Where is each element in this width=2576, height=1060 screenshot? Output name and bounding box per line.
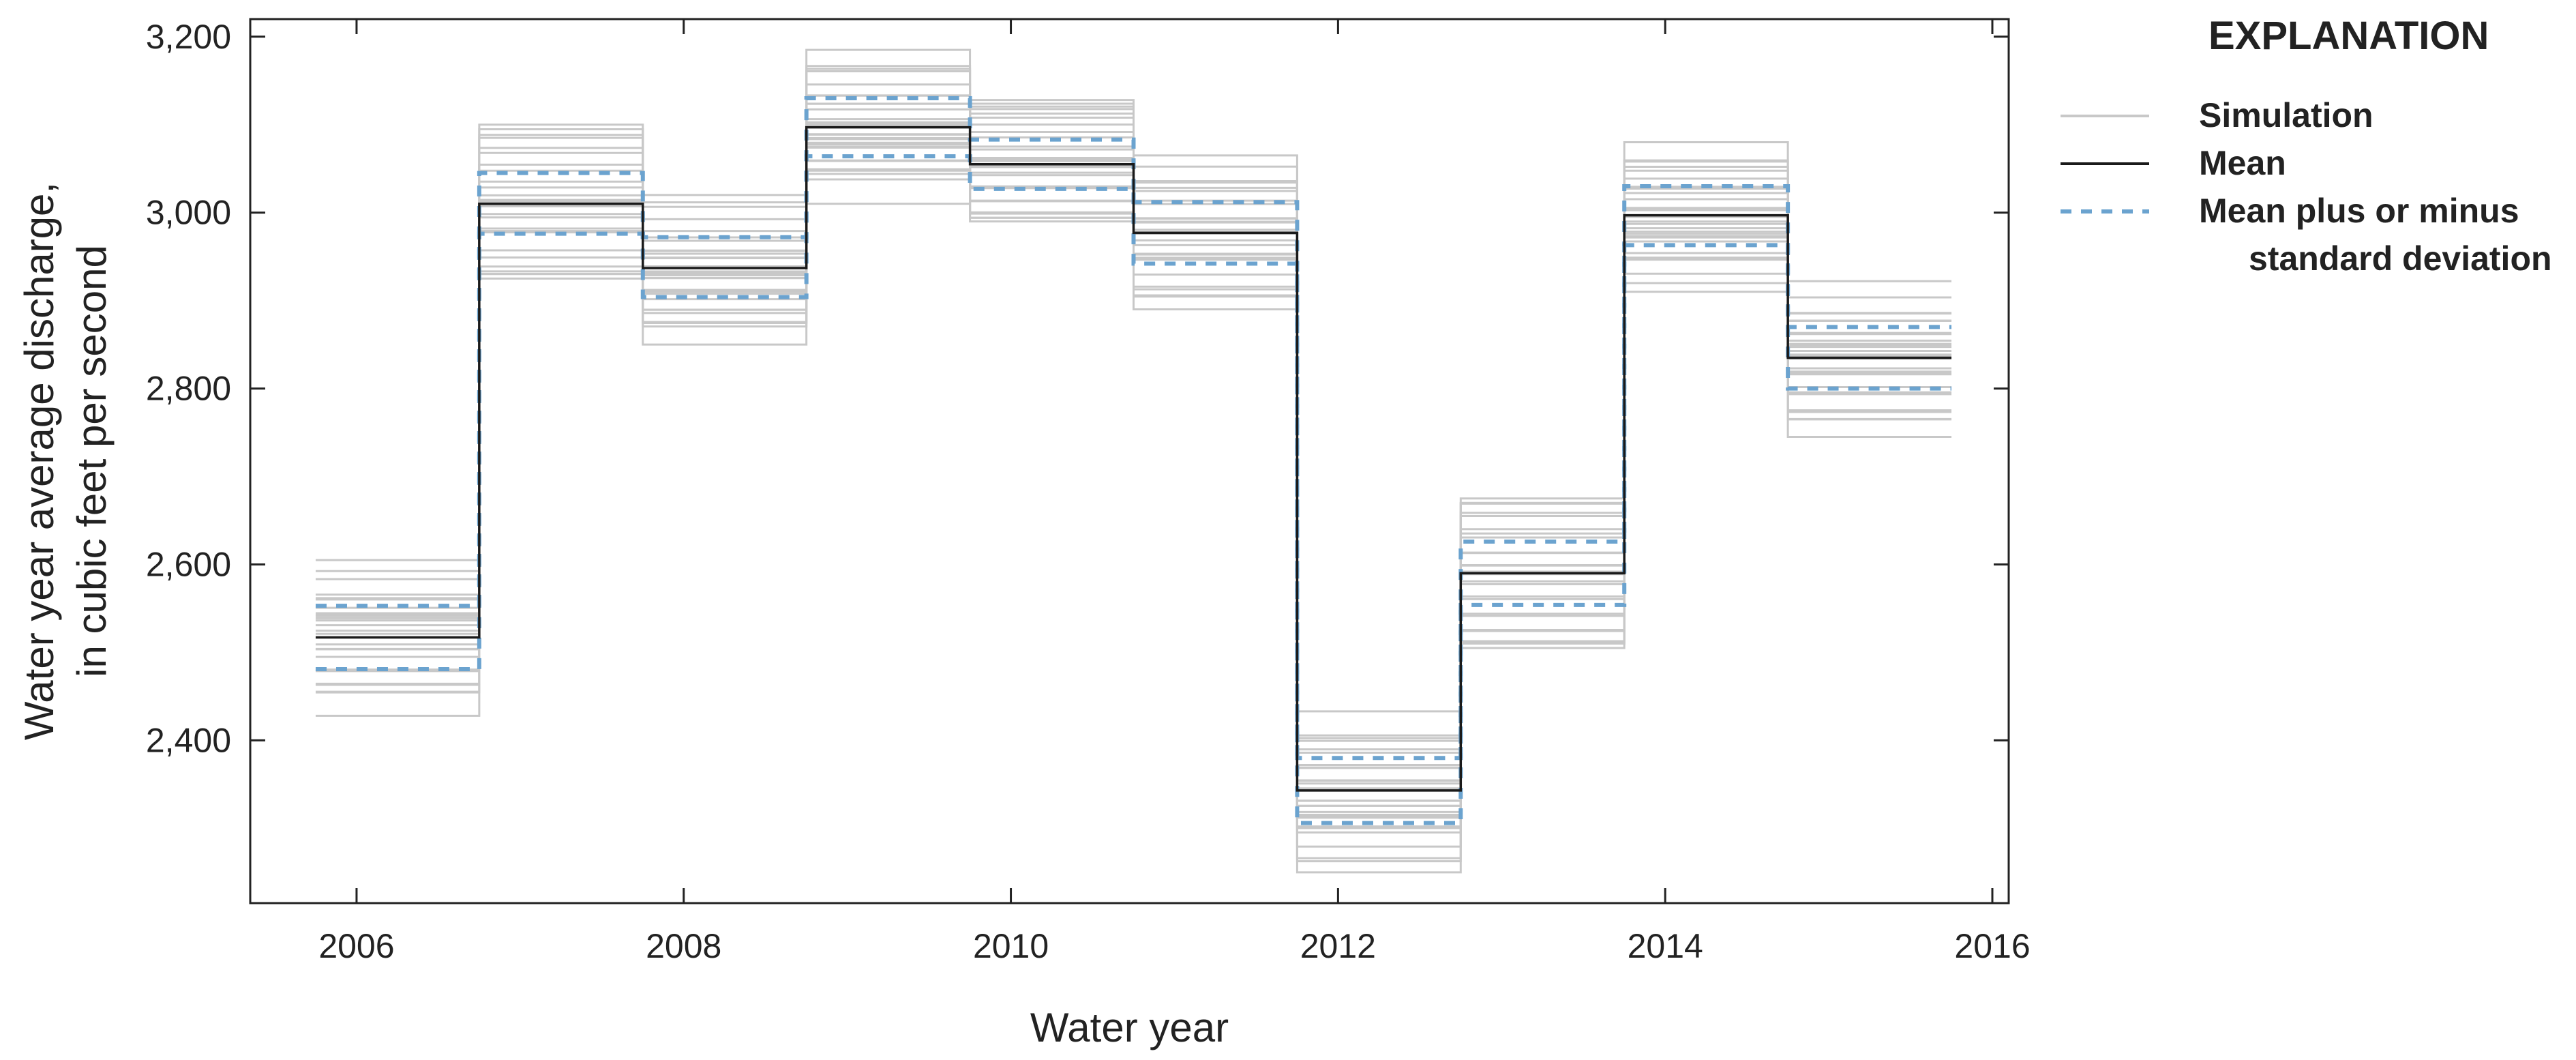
x-tick-label: 2012 (1300, 927, 1376, 965)
legend: EXPLANATION Simulation Mean Mean plus or… (2061, 14, 2552, 278)
legend-std-label-line-2: standard deviation (2249, 239, 2552, 278)
x-tick-label: 2010 (973, 927, 1049, 965)
x-tick-label: 2014 (1628, 927, 1703, 965)
y-axis-title-line-1: Water year average discharge, (16, 182, 62, 740)
y-tick-label: 2,400 (146, 721, 231, 759)
y-axis-title-line-2: in cubic feet per second (69, 245, 115, 677)
mean-minus-std-line (315, 154, 1952, 825)
y-tick-label: 3,000 (146, 194, 231, 232)
y-axis-title: Water year average discharge, in cubic f… (16, 182, 115, 740)
y-tick-label: 2,600 (146, 546, 231, 584)
legend-simulation-label: Simulation (2199, 96, 2373, 134)
x-tick-label: 2016 (1954, 927, 2030, 965)
plot-frame (249, 18, 2010, 904)
mean-step-line (315, 126, 1952, 792)
legend-std-label-line-1: Mean plus or minus (2199, 192, 2519, 230)
mean-line (315, 126, 1952, 792)
axis-ticks: 2006 2008 2010 2012 2014 2016 2,400 2,600 2,800 3… (146, 18, 2031, 965)
x-tick-label: 2006 (318, 927, 394, 965)
simulation-line (315, 203, 1952, 874)
x-tick-label: 2008 (646, 927, 721, 965)
x-axis-title: Water year (1030, 1005, 1229, 1050)
y-tick-label: 3,200 (146, 18, 231, 56)
y-tick-label: 2,800 (146, 370, 231, 408)
simulation-line (315, 48, 1952, 713)
legend-mean-label: Mean (2199, 144, 2286, 182)
legend-title: EXPLANATION (2208, 14, 2489, 58)
